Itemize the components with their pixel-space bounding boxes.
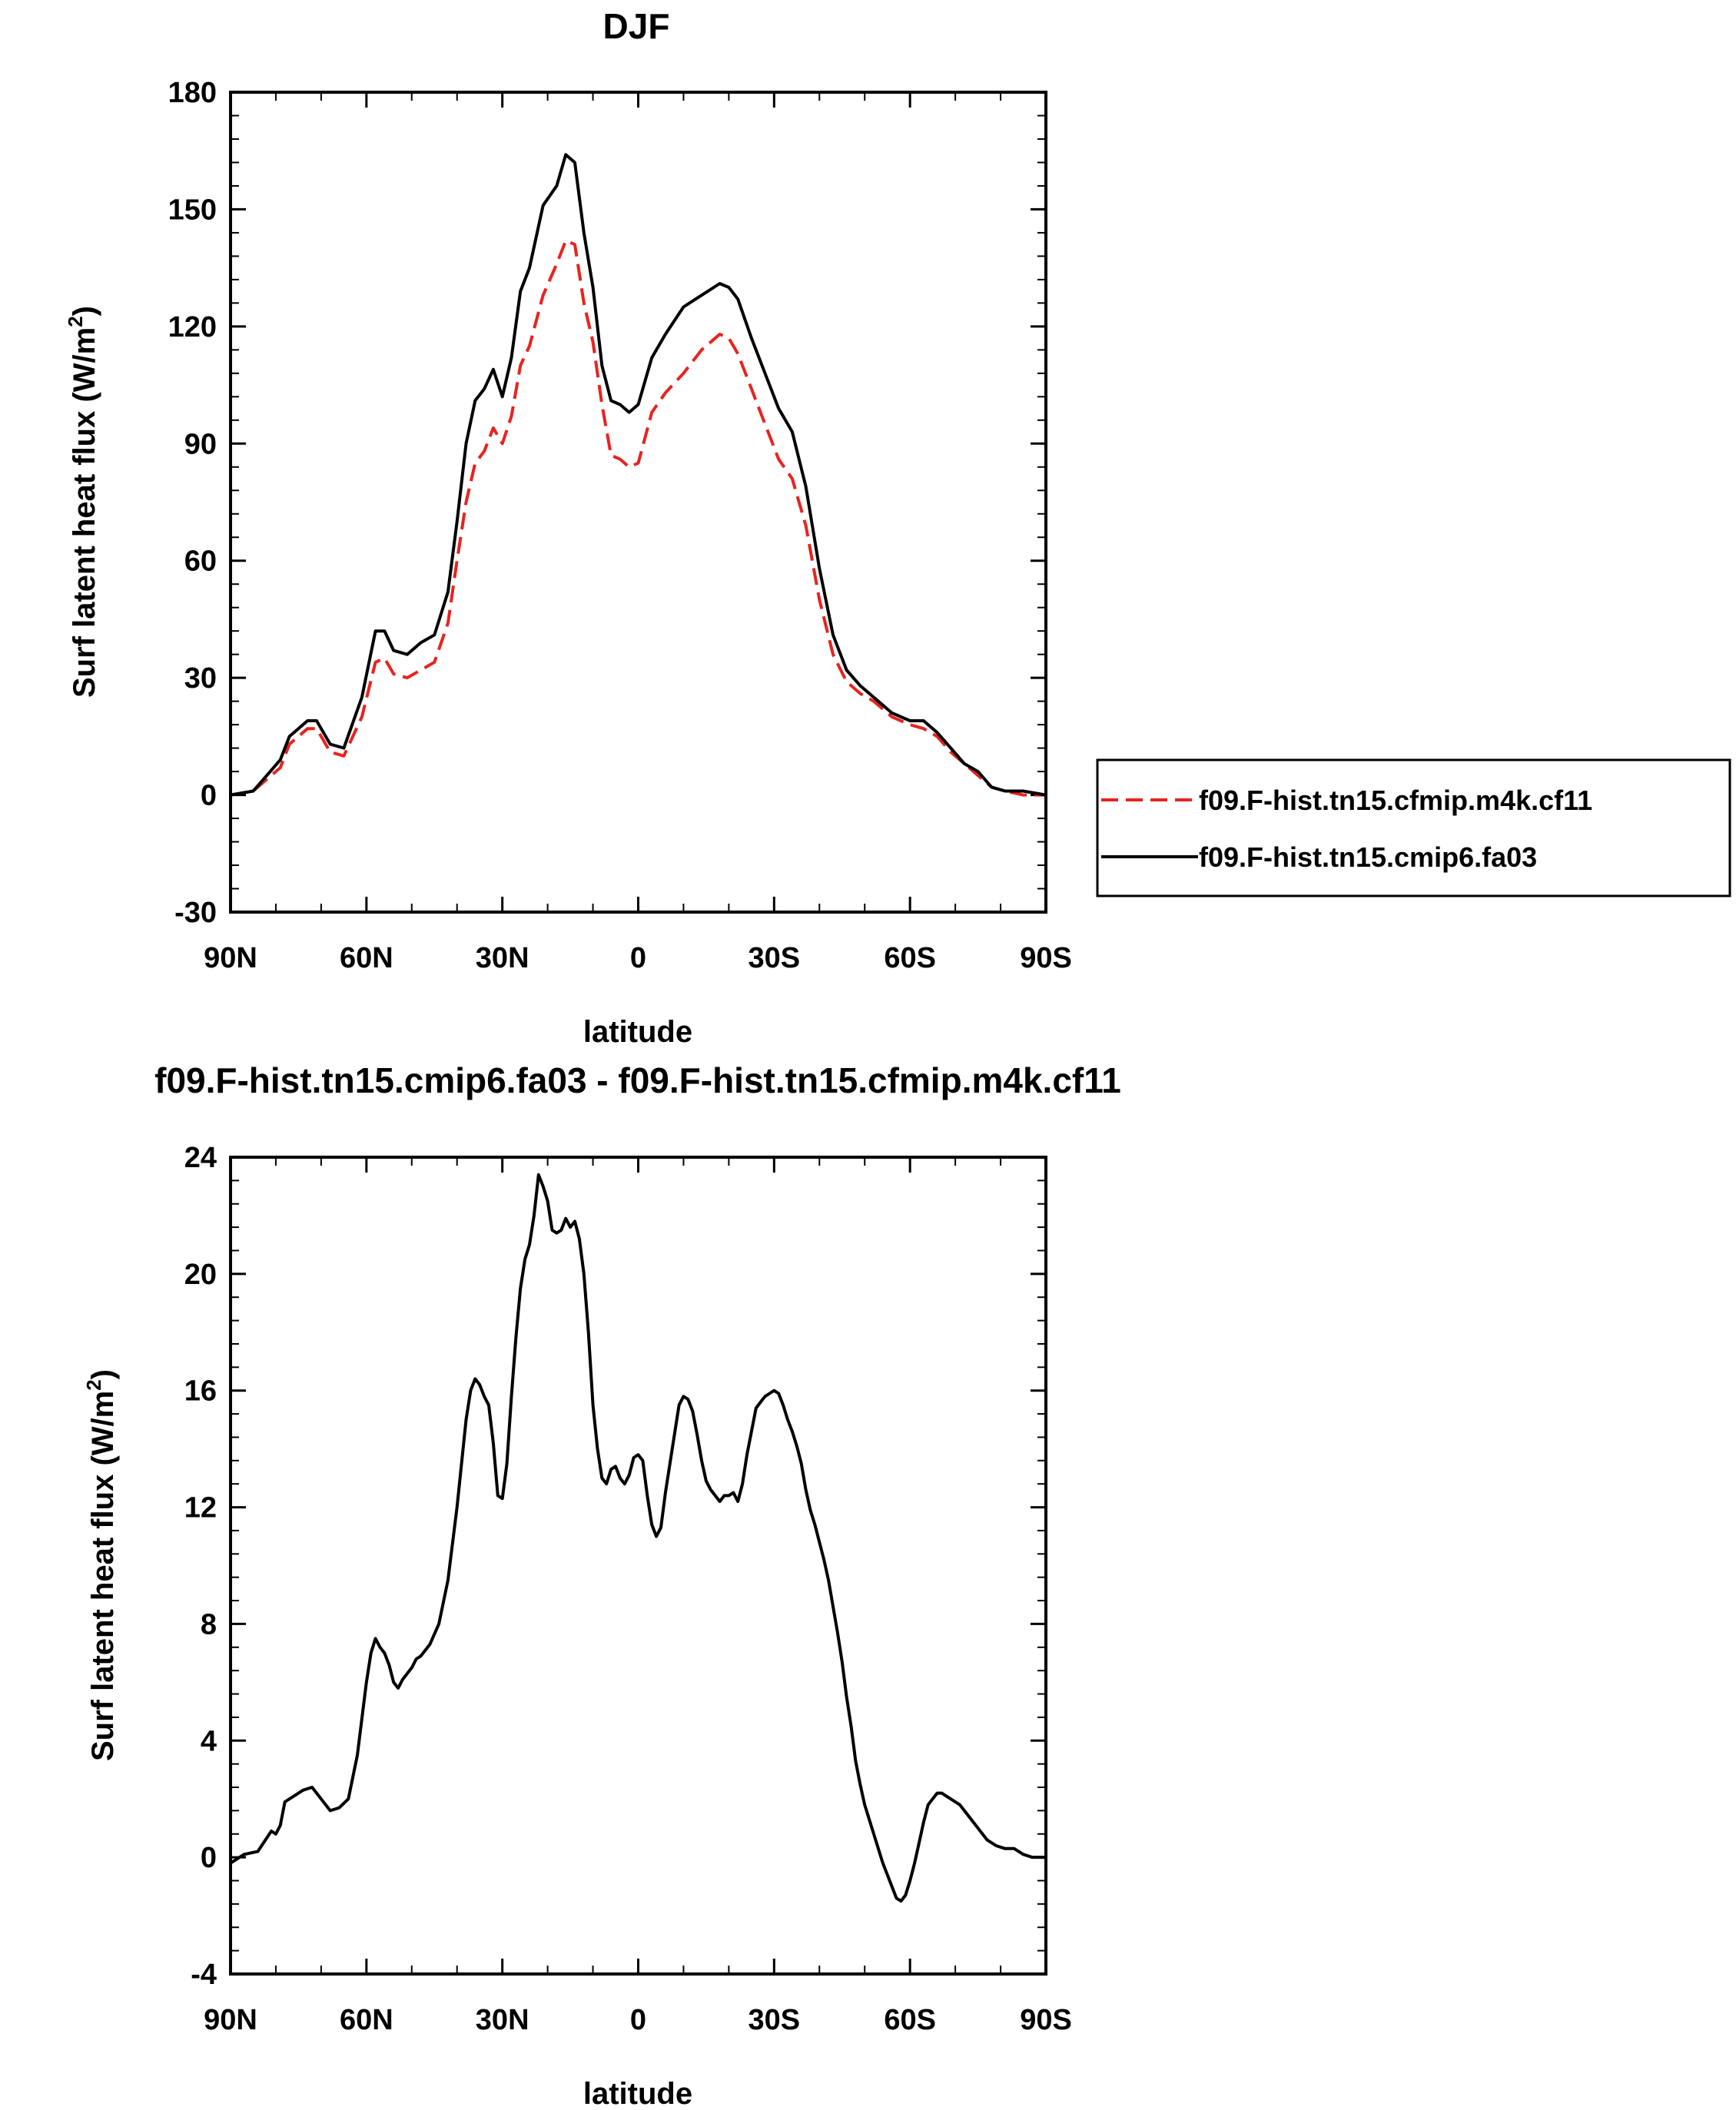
series-line (229, 1173, 1046, 1903)
y-tick-labels: -4 0 4 8 12 16 20 24 (184, 1142, 217, 1991)
x-tick-label: 60S (884, 942, 936, 974)
series-line (230, 239, 1046, 797)
y-tick-label: 4 (201, 1725, 217, 1757)
y-tick-label: 0 (201, 780, 217, 812)
x-tick-label: 0 (630, 2004, 646, 2036)
x-tick-labels: 90N 60N 30N 0 30S 60S 90S (204, 942, 1072, 974)
y-tick-label: 90 (184, 428, 217, 460)
y-tick-label: 8 (201, 1608, 217, 1641)
x-tick-label: 30N (476, 2004, 529, 2036)
y-tick-label: -30 (174, 897, 217, 929)
y-tick-labels: -30 0 30 60 90 120 150 180 (168, 77, 217, 929)
legend: f09.F-hist.tn15.cfmip.m4k.cf11 f09.F-his… (1096, 758, 1731, 897)
y-tick-label: 20 (184, 1259, 217, 1291)
y-tick-label: 16 (184, 1375, 217, 1408)
x-tick-label: 30N (476, 942, 529, 974)
y-axis-label: Surf latent heat flux (W/m2) (64, 306, 101, 698)
x-tick-label: 90N (204, 942, 257, 974)
plot-frame (229, 91, 1047, 914)
x-tick-label: 60N (340, 2004, 393, 2036)
y-axis-label-superscript: 2 (82, 1379, 105, 1390)
y-tick-label: 30 (184, 662, 217, 695)
y-tick-label: 60 (184, 546, 217, 578)
y-tick-label: 24 (184, 1142, 217, 1174)
y-axis-label: Surf latent heat flux (W/m2) (82, 1369, 120, 1761)
x-tick-labels: 90N 60N 30N 0 30S 60S 90S (204, 2004, 1072, 2036)
y-tick-label: 150 (168, 194, 217, 226)
y-tick-label: 120 (168, 311, 217, 343)
panel-difference: f09.F-hist.tn15.cmip6.fa03 - f09.F-hist.… (82, 1060, 1121, 2110)
series-group (230, 153, 1047, 797)
x-tick-label: 30S (749, 942, 801, 974)
y-axis-label-close: ) (68, 306, 101, 316)
legend-box (1096, 758, 1731, 897)
y-axis-label-close: ) (86, 1369, 120, 1379)
x-axis-label: latitude (583, 1015, 692, 1049)
x-tick-label: 90N (204, 2004, 257, 2036)
tick-marks (229, 91, 1047, 914)
y-tick-label: 180 (168, 77, 217, 109)
x-tick-label: 90S (1020, 942, 1072, 974)
panel-2-title: f09.F-hist.tn15.cmip6.fa03 - f09.F-hist.… (154, 1060, 1121, 1100)
x-tick-label: 90S (1020, 2004, 1072, 2036)
x-tick-label: 60S (884, 2004, 936, 2036)
tick-marks (229, 1156, 1047, 1976)
y-tick-label: -4 (191, 1959, 217, 1991)
y-tick-label: 0 (201, 1842, 217, 1874)
x-axis-label: latitude (583, 2077, 692, 2110)
y-axis-label-superscript: 2 (64, 316, 87, 327)
series-group (229, 1173, 1046, 1903)
x-tick-label: 30S (749, 2004, 801, 2036)
series-line (230, 153, 1047, 797)
legend-label-fa03: f09.F-hist.tn15.cmip6.fa03 (1199, 841, 1537, 873)
plot-frame (229, 1156, 1047, 1976)
y-axis-label-main: Surf latent heat flux (W/m (86, 1391, 120, 1761)
y-axis-label-main: Surf latent heat flux (W/m (68, 327, 101, 698)
panel-1-title: DJF (603, 6, 670, 46)
x-tick-label: 0 (630, 942, 646, 974)
x-tick-label: 60N (340, 942, 393, 974)
y-tick-label: 12 (184, 1492, 217, 1524)
panel-djf: DJF -30 0 30 60 90 120 150 180 90N 60N 30N 0 30S 60S… (64, 6, 1731, 1049)
legend-label-m4k: f09.F-hist.tn15.cfmip.m4k.cf11 (1199, 785, 1592, 816)
